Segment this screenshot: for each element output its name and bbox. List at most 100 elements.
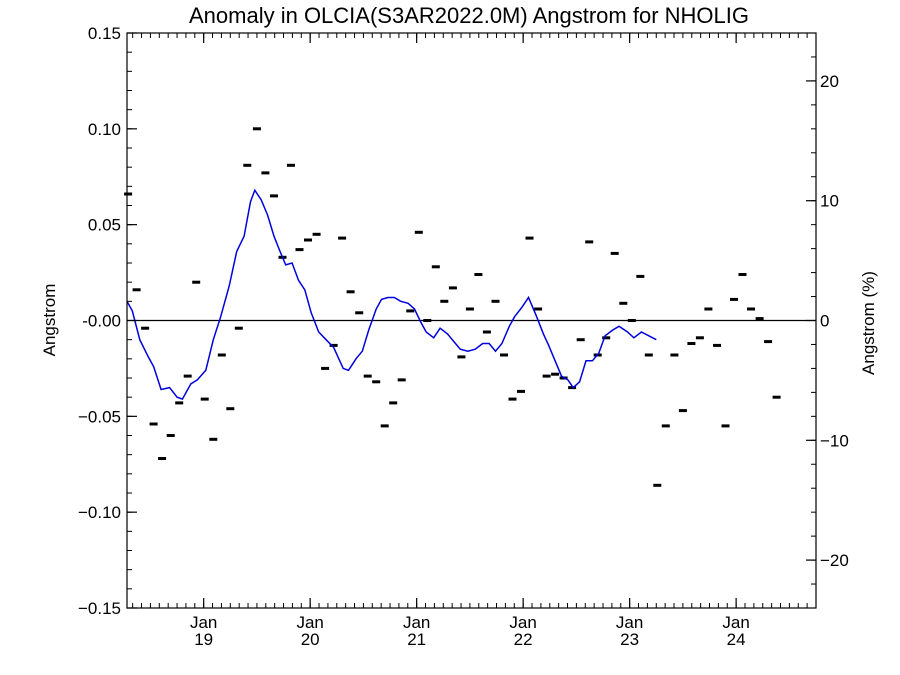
y-right-tick-label: −10 (820, 431, 849, 450)
monthly-anomaly-point (568, 386, 577, 390)
monthly-anomaly-point (491, 299, 500, 303)
x-tick-year-label: 24 (727, 630, 746, 649)
monthly-anomaly-point (457, 355, 466, 359)
x-tick-month-label: Jan (616, 613, 643, 632)
x-tick-year-label: 20 (301, 630, 320, 649)
monthly-anomaly-point (166, 434, 175, 437)
y-tick-label: 0.15 (88, 24, 121, 43)
monthly-anomaly-point (448, 286, 457, 290)
monthly-anomaly-point (602, 336, 611, 340)
x-tick-year-label: 23 (620, 630, 639, 649)
monthly-anomaly-point (525, 236, 534, 240)
monthly-anomaly-point (730, 297, 738, 301)
x-tick-month-label: Jan (403, 613, 430, 632)
monthly-anomaly-point (500, 353, 508, 357)
y-right-tick-label: 0 (820, 312, 829, 331)
monthly-anomaly-point (287, 163, 295, 167)
y-right-tick-label: 20 (820, 72, 839, 91)
monthly-anomaly-point (329, 343, 338, 347)
monthly-anomaly-point (355, 311, 364, 315)
monthly-anomaly-point (704, 307, 713, 311)
monthly-anomaly-point (252, 127, 261, 131)
y-tick-label: −0.05 (78, 407, 121, 426)
monthly-anomaly-point (234, 326, 243, 330)
monthly-anomaly-point (158, 457, 167, 460)
monthly-anomaly-point (304, 238, 312, 242)
x-tick-year-label: 19 (194, 630, 213, 649)
monthly-anomaly-point (406, 309, 415, 313)
x-tick-month-label: Jan (722, 613, 749, 632)
x-tick-year-label: 22 (514, 630, 533, 649)
monthly-anomaly-point (755, 317, 764, 321)
monthly-anomaly-point (380, 424, 389, 428)
monthly-anomaly-point (687, 342, 696, 345)
monthly-anomaly-point (585, 240, 594, 244)
monthly-anomaly-point (295, 248, 304, 252)
monthly-anomaly-point (183, 374, 192, 378)
monthly-anomaly-point (764, 340, 773, 344)
monthly-anomaly-point (175, 401, 184, 405)
monthly-anomaly-point (261, 171, 270, 175)
monthly-anomaly-point (542, 374, 551, 378)
chart-title: Anomaly in OLCIA(S3AR2022.0M) Angstrom f… (189, 3, 749, 28)
y-tick-label: 0.05 (88, 216, 121, 235)
monthly-anomaly-point (619, 301, 628, 305)
y-axis-title-right: Angstrom (%) (859, 271, 878, 375)
y-axis-title-left: Angstrom (40, 284, 59, 357)
y-right-tick-label: −20 (820, 551, 849, 570)
monthly-anomaly-point (321, 366, 330, 370)
monthly-anomaly-point (517, 389, 525, 393)
monthly-anomaly-point (270, 194, 278, 198)
x-tick-month-label: Jan (509, 613, 536, 632)
monthly-anomaly-point (226, 407, 235, 411)
monthly-anomaly-point (243, 163, 252, 167)
monthly-anomaly-point (217, 353, 226, 357)
monthly-anomaly-point (474, 273, 483, 276)
monthly-anomaly-point (192, 280, 201, 284)
monthly-anomaly-point (551, 372, 560, 376)
monthly-anomaly-point (670, 353, 679, 357)
x-tick-year-label: 21 (407, 630, 426, 649)
monthly-anomaly-point (423, 319, 432, 322)
axes: −0.15 −0.10 −0.05 -0.00 0.05 0.10 0.15 −20 −10 0 1… (78, 24, 849, 649)
monthly-anomaly-point (661, 424, 670, 428)
monthly-anomaly-point (465, 307, 474, 311)
monthly-anomaly-point (141, 326, 150, 330)
monthly-anomaly-point (653, 483, 662, 487)
monthly-anomaly-point (678, 409, 687, 413)
y-tick-label: -0.00 (82, 312, 121, 331)
monthly-anomaly-point (695, 336, 704, 340)
monthly-anomaly-point (397, 378, 406, 382)
y-tick-label: −0.15 (78, 599, 121, 618)
monthly-anomaly-point (389, 401, 398, 405)
monthly-anomaly-point (312, 232, 321, 236)
monthly-anomaly-point (772, 395, 781, 399)
monthly-anomaly-point (149, 422, 158, 426)
monthly-anomaly-point (363, 374, 372, 378)
monthly-anomaly-point (747, 307, 755, 311)
monthly-anomaly-point (346, 290, 355, 294)
monthly-anomaly-point (713, 343, 721, 347)
monthly-anomaly-point (627, 319, 636, 322)
monthly-anomaly-point (576, 338, 585, 342)
monthly-anomaly-point (372, 380, 381, 384)
monthly-anomaly-point (738, 273, 747, 276)
monthly-anomaly-point (209, 437, 218, 441)
monthly-anomaly-point (338, 236, 347, 240)
y-tick-label: 0.10 (88, 120, 121, 139)
monthly-anomaly-point (200, 397, 209, 401)
monthly-anomaly-point (132, 288, 141, 292)
monthly-anomaly-point (482, 330, 491, 334)
monthly-anomaly-point (440, 299, 449, 303)
monthly-anomaly-point (644, 353, 653, 357)
monthly-anomaly-point (721, 424, 730, 428)
monthly-anomaly-point (124, 192, 133, 196)
y-right-tick-label: 10 (820, 192, 839, 211)
y-tick-label: −0.10 (78, 503, 121, 522)
x-tick-month-label: Jan (296, 613, 323, 632)
monthly-anomaly-point (508, 397, 517, 401)
monthly-anomaly-point (414, 230, 423, 234)
x-tick-month-label: Jan (190, 613, 217, 632)
monthly-anomaly-point (636, 274, 645, 278)
